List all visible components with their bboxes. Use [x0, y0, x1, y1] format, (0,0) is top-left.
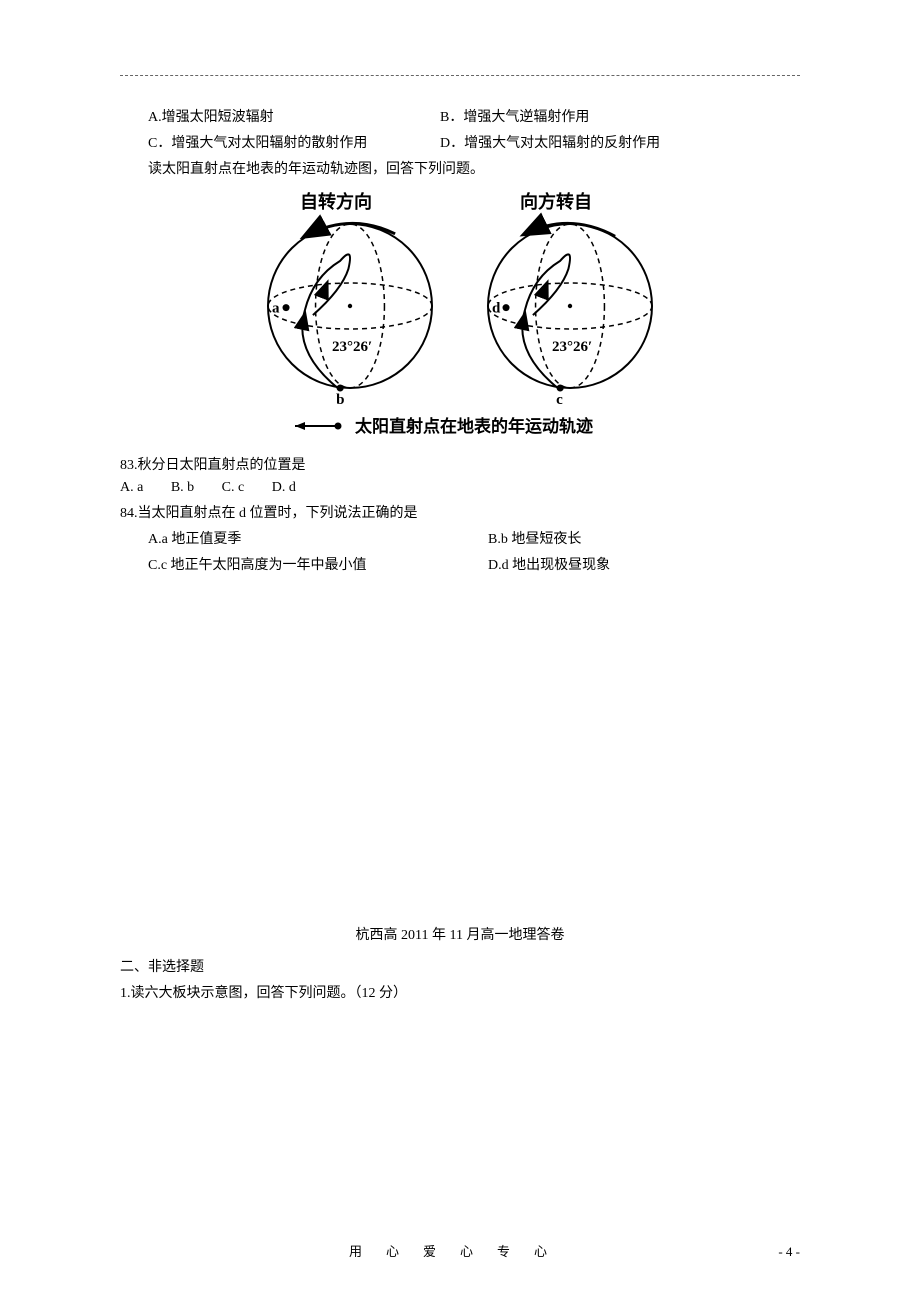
q84-row2: C.c 地正午太阳高度为一年中最小值 D.d 地出现极昼现象: [120, 554, 800, 574]
q84-text: 84.当太阳直射点在 d 位置时，下列说法正确的是: [120, 502, 800, 522]
trajectory-diagram: a b 23°26′ 自转方向 d c 23°26′ 向方转自太阳直射点在地表的年运动轨迹: [220, 186, 700, 446]
intro-text: 读太阳直射点在地表的年运动轨迹图，回答下列问题。: [120, 158, 800, 178]
section2-title: 二、非选择题: [120, 956, 800, 976]
footer-text: 用心爱心专心: [349, 1241, 571, 1260]
q83-text: 83.秋分日太阳直射点的位置是: [120, 454, 800, 474]
q83-option-b: B. b: [171, 480, 194, 495]
q83-option-c: C. c: [222, 480, 245, 495]
svg-text:自转方向: 自转方向: [300, 191, 372, 212]
option-row-2: C．增强大气对太阳辐射的散射作用 D．增强大气对太阳辐射的反射作用: [120, 132, 800, 152]
q83-options: A. a B. b C. c D. d: [120, 480, 800, 496]
page-number: - 4 -: [778, 1244, 800, 1260]
svg-text:太阳直射点在地表的年运动轨迹: 太阳直射点在地表的年运动轨迹: [355, 416, 593, 436]
q84-option-c: C.c 地正午太阳高度为一年中最小值: [148, 554, 488, 574]
q84-row1: A.a 地正值夏季 B.b 地昼短夜长: [120, 528, 800, 548]
svg-text:23°26′: 23°26′: [332, 339, 372, 355]
q84-option-b: B.b 地昼短夜长: [488, 528, 800, 548]
section2-q1: 1.读六大板块示意图，回答下列问题。（12 分）: [120, 982, 800, 1002]
q84-option-a: A.a 地正值夏季: [148, 528, 488, 548]
svg-text:c: c: [556, 392, 563, 408]
option-a: A.增强太阳短波辐射: [120, 106, 440, 126]
option-c: C．增强大气对太阳辐射的散射作用: [120, 132, 440, 152]
svg-text:d: d: [492, 301, 501, 317]
svg-text:向方转自: 向方转自: [520, 191, 592, 212]
q84-option-d: D.d 地出现极昼现象: [488, 554, 800, 574]
svg-text:23°26′: 23°26′: [552, 339, 592, 355]
q83-option-a: A. a: [120, 480, 143, 495]
svg-text:a: a: [272, 301, 280, 317]
option-d: D．增强大气对太阳辐射的反射作用: [440, 132, 800, 152]
diagram-container: a b 23°26′ 自转方向 d c 23°26′ 向方转自太阳直射点在地表的年运动轨迹: [120, 186, 800, 446]
option-b: B．增强大气逆辐射作用: [440, 106, 800, 126]
answer-sheet-title: 杭西高 2011 年 11 月高一地理答卷: [120, 924, 800, 944]
option-row-1: A.增强太阳短波辐射 B．增强大气逆辐射作用: [120, 106, 800, 126]
q83-option-d: D. d: [272, 480, 296, 495]
page-header-line: [120, 75, 800, 76]
svg-text:b: b: [336, 392, 344, 408]
